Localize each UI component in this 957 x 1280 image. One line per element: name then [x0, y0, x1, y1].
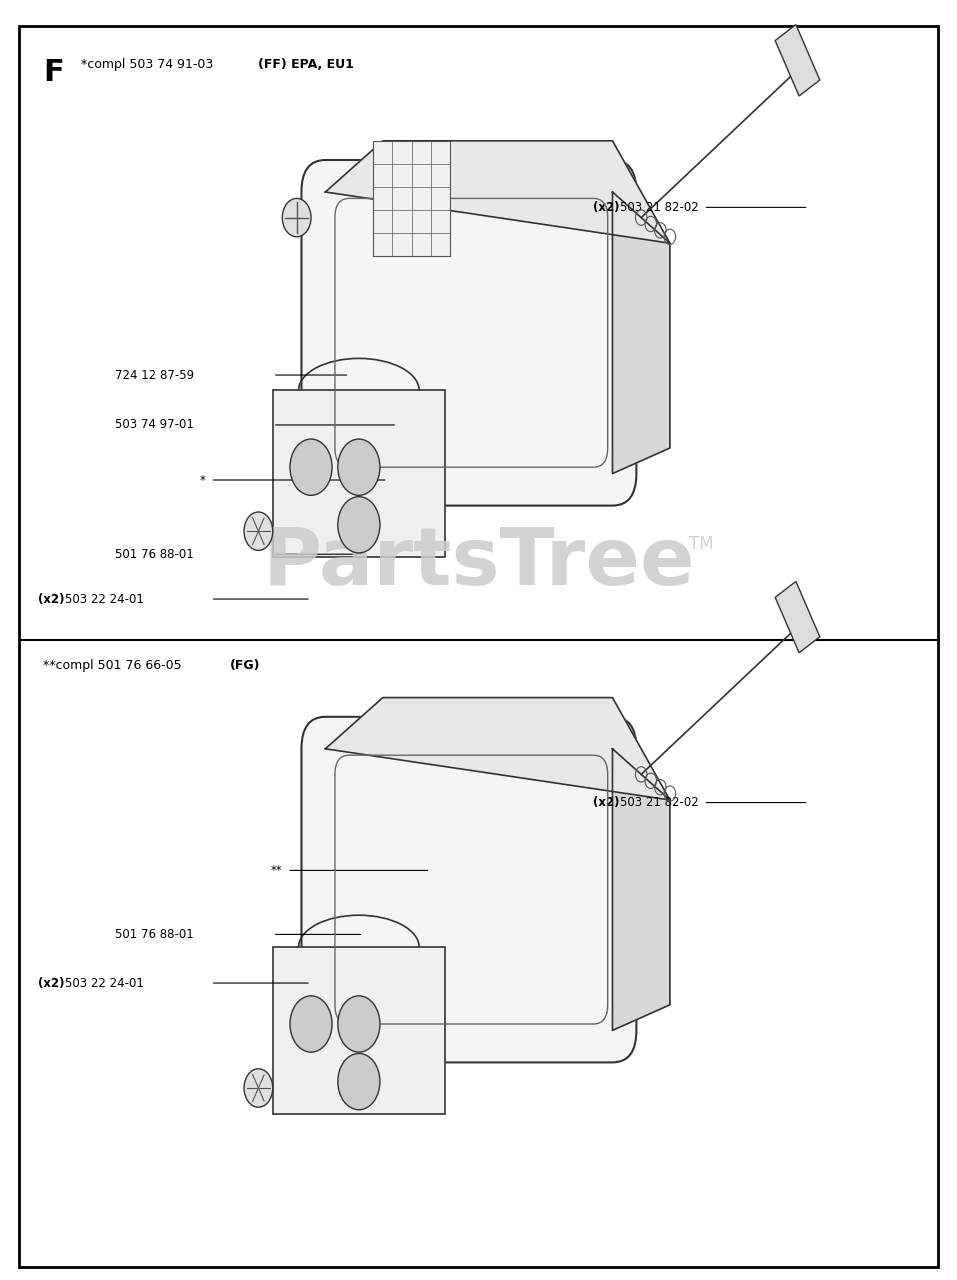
- Circle shape: [244, 1069, 273, 1107]
- Text: (FF) EPA, EU1: (FF) EPA, EU1: [258, 58, 354, 70]
- Circle shape: [290, 439, 332, 495]
- Circle shape: [282, 198, 311, 237]
- Text: **compl 501 76 66-05: **compl 501 76 66-05: [43, 659, 186, 672]
- Polygon shape: [612, 749, 670, 1030]
- Bar: [775, 24, 820, 96]
- Bar: [273, 947, 445, 1114]
- Text: 501 76 88-01: 501 76 88-01: [115, 928, 193, 941]
- Text: 724 12 87-59: 724 12 87-59: [115, 369, 194, 381]
- Text: 503 22 24-01: 503 22 24-01: [65, 593, 144, 605]
- Text: 503 21 82-02: 503 21 82-02: [620, 201, 699, 214]
- Text: (x2): (x2): [593, 796, 624, 809]
- Text: 503 21 82-02: 503 21 82-02: [620, 796, 699, 809]
- Circle shape: [244, 512, 273, 550]
- Text: *compl 503 74 91-03: *compl 503 74 91-03: [81, 58, 217, 70]
- Circle shape: [290, 996, 332, 1052]
- Polygon shape: [325, 141, 670, 243]
- Polygon shape: [612, 192, 670, 474]
- FancyBboxPatch shape: [301, 160, 636, 506]
- FancyBboxPatch shape: [301, 717, 636, 1062]
- Text: 503 22 24-01: 503 22 24-01: [65, 977, 144, 989]
- Text: **: **: [271, 864, 282, 877]
- Circle shape: [338, 1053, 380, 1110]
- Text: (x2): (x2): [38, 593, 69, 605]
- Bar: [273, 390, 445, 557]
- Text: 503 74 97-01: 503 74 97-01: [115, 419, 193, 431]
- Text: *: *: [200, 474, 206, 486]
- Text: (x2): (x2): [38, 977, 69, 989]
- Bar: [775, 581, 820, 653]
- Text: F: F: [43, 58, 64, 87]
- Circle shape: [338, 497, 380, 553]
- Circle shape: [338, 439, 380, 495]
- Text: TM: TM: [689, 535, 714, 553]
- Polygon shape: [325, 698, 670, 800]
- Circle shape: [338, 996, 380, 1052]
- Text: PartsTree: PartsTree: [262, 525, 695, 602]
- Bar: [373, 141, 450, 256]
- Text: (x2): (x2): [593, 201, 624, 214]
- Text: (FG): (FG): [230, 659, 260, 672]
- Text: 501 76 88-01: 501 76 88-01: [115, 548, 193, 561]
